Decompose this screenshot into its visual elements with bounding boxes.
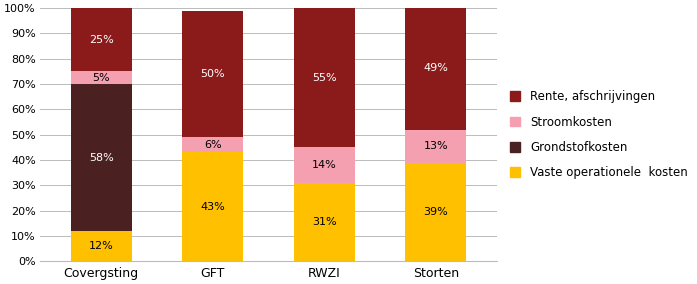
Bar: [293, 183, 355, 261]
Bar: [293, 8, 355, 147]
Bar: [293, 147, 355, 183]
Bar: [182, 11, 243, 137]
Text: 5%: 5%: [93, 73, 110, 83]
Bar: [70, 84, 132, 231]
Text: 39%: 39%: [423, 207, 448, 217]
Bar: [182, 137, 243, 153]
Bar: [70, 231, 132, 261]
Bar: [405, 130, 466, 162]
Text: 31%: 31%: [312, 217, 337, 227]
Bar: [405, 162, 466, 261]
Text: 43%: 43%: [201, 202, 225, 212]
Text: 6%: 6%: [204, 140, 222, 150]
Text: 55%: 55%: [312, 73, 337, 83]
Bar: [405, 6, 466, 130]
Bar: [70, 72, 132, 84]
Text: 14%: 14%: [312, 160, 337, 170]
Legend: Rente, afschrijvingen, Stroomkosten, Grondstofkosten, Vaste operationele  kosten: Rente, afschrijvingen, Stroomkosten, Gro…: [506, 87, 691, 183]
Text: 25%: 25%: [89, 35, 114, 45]
Text: 49%: 49%: [423, 63, 448, 73]
Text: 13%: 13%: [424, 141, 448, 151]
Text: 12%: 12%: [89, 241, 114, 251]
Text: 50%: 50%: [201, 69, 225, 79]
Bar: [70, 8, 132, 72]
Text: 58%: 58%: [89, 153, 114, 162]
Bar: [182, 153, 243, 261]
